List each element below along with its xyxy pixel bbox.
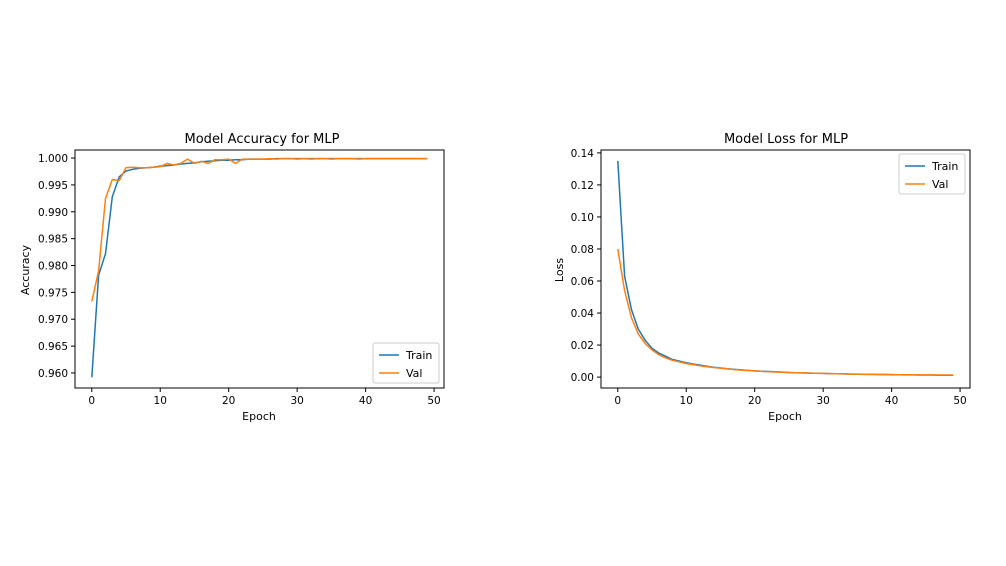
accuracy-chart: Model Accuracy for MLP Epoch Accuracy 0 1…: [19, 132, 445, 423]
y-tick-label: 0.965: [38, 341, 68, 353]
x-tick-label: 20: [222, 395, 235, 407]
y-tick-label: 0.970: [38, 314, 68, 326]
legend: Train Val: [898, 153, 966, 195]
x-tick-label: 50: [953, 395, 966, 407]
y-tick-label: 0.04: [571, 308, 595, 320]
legend-label: Val: [406, 367, 422, 380]
series-line-val: [91, 157, 428, 302]
x-tick-label: 0: [614, 395, 621, 407]
x-tick-label: 40: [359, 395, 372, 407]
y-tick-label: 0.14: [571, 148, 595, 160]
x-tick-label: 0: [88, 395, 95, 407]
plot-frame: [600, 149, 971, 389]
x-tick-label: 40: [885, 395, 898, 407]
y-axis-label: Loss: [553, 258, 566, 282]
x-tick-label: 30: [290, 395, 303, 407]
y-tick-label: 0.985: [38, 234, 68, 246]
loss-chart: Model Loss for MLP Epoch Loss 0 10 20 30 40 5…: [553, 132, 971, 423]
legend: Train Val: [372, 342, 440, 384]
y-tick-label: 0.06: [571, 276, 595, 288]
y-tick-label: 0.00: [571, 372, 594, 384]
y-tick-label: 0.995: [38, 180, 68, 192]
x-tick-label: 20: [748, 395, 761, 407]
y-tick-label: 0.960: [38, 368, 68, 380]
y-tick-label: 0.08: [571, 244, 594, 256]
y-tick-label: 0.02: [571, 340, 594, 352]
y-tick-label: 0.10: [571, 212, 594, 224]
legend-label: Train: [931, 160, 958, 173]
x-axis-label: Epoch: [242, 410, 276, 423]
chart-title: Model Loss for MLP: [724, 132, 848, 147]
chart-title: Model Accuracy for MLP: [185, 132, 340, 147]
y-tick-label: 0.975: [38, 287, 68, 299]
legend-label: Val: [932, 178, 948, 191]
x-tick-label: 10: [680, 395, 693, 407]
series-line-val: [617, 248, 954, 376]
x-axis-label: Epoch: [768, 410, 802, 423]
y-tick-label: 0.980: [38, 261, 68, 273]
legend-label: Train: [405, 349, 432, 362]
y-tick-label: 1.000: [38, 153, 68, 165]
y-tick-label: 0.12: [571, 180, 594, 192]
x-tick-label: 30: [816, 395, 829, 407]
y-axis-label: Accuracy: [19, 244, 32, 295]
x-tick-label: 50: [427, 395, 440, 407]
plot-frame: [74, 149, 445, 389]
y-tick-label: 0.990: [38, 207, 68, 219]
x-tick-label: 10: [154, 395, 167, 407]
